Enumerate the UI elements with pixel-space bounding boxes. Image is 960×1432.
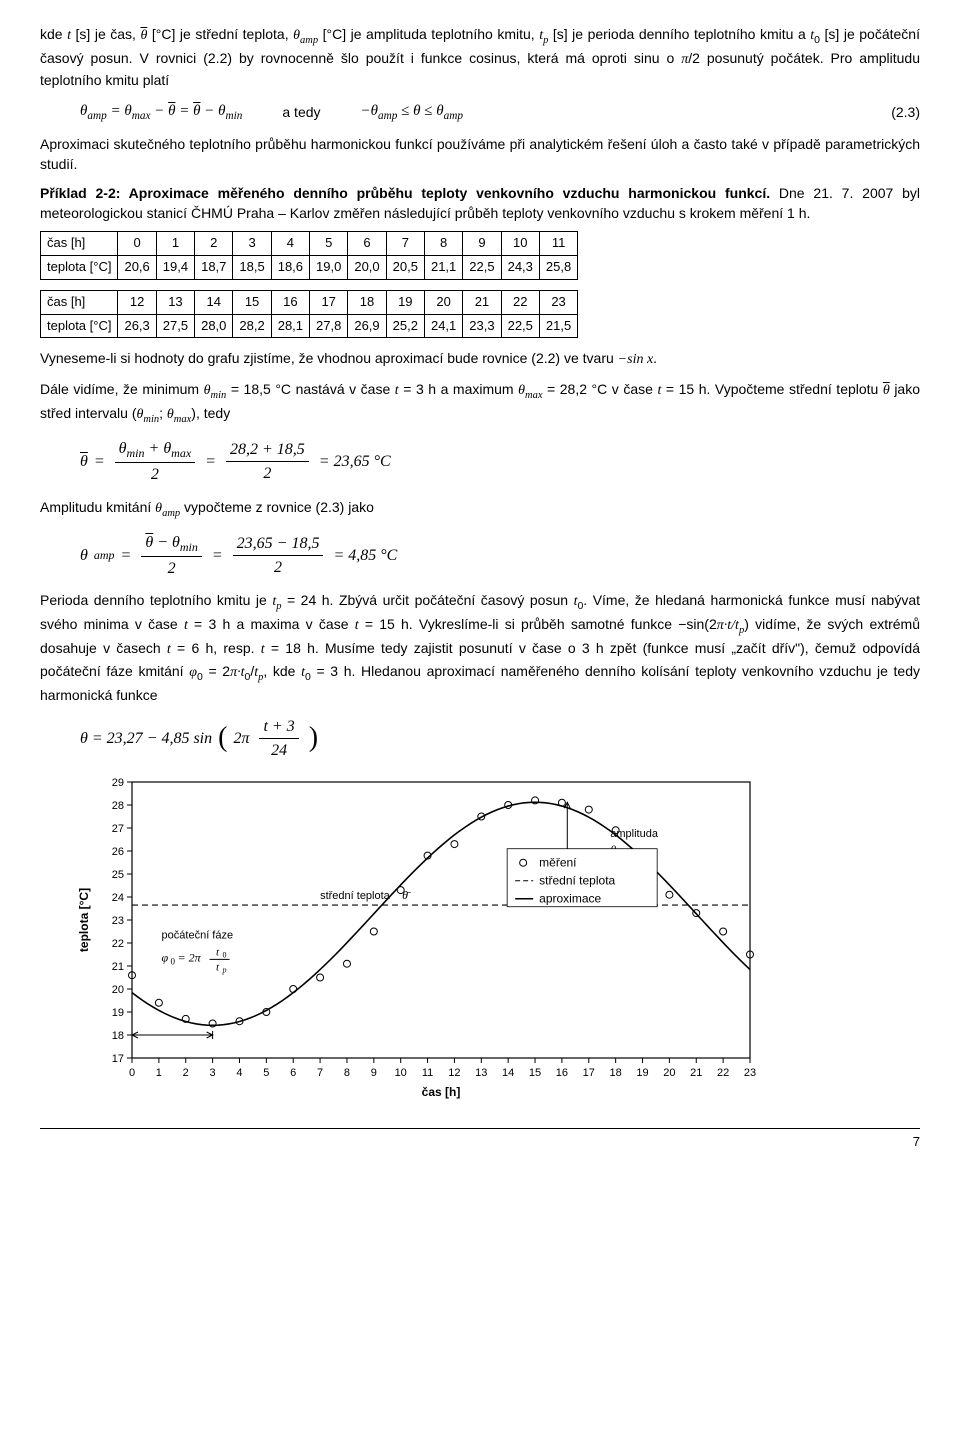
- svg-text:1: 1: [156, 1067, 162, 1079]
- svg-text:13: 13: [475, 1067, 487, 1079]
- svg-text:měření: měření: [539, 856, 577, 870]
- paragraph: Aproximaci skutečného teplotního průběhu…: [40, 134, 920, 175]
- svg-text:3: 3: [210, 1067, 216, 1079]
- svg-text:23: 23: [744, 1067, 756, 1079]
- table-header: teplota [°C]: [41, 314, 118, 338]
- svg-text:2: 2: [183, 1067, 189, 1079]
- svg-text:= 2π: = 2π: [178, 951, 202, 965]
- svg-text:18: 18: [112, 1030, 124, 1042]
- svg-text:φ: φ: [162, 951, 169, 965]
- svg-text:28: 28: [112, 800, 124, 812]
- svg-text:19: 19: [636, 1067, 648, 1079]
- svg-text:29: 29: [112, 777, 124, 789]
- svg-text:počáteční fáze: počáteční fáze: [162, 930, 234, 942]
- svg-text:čas [h]: čas [h]: [422, 1085, 461, 1099]
- svg-text:4: 4: [236, 1067, 242, 1079]
- svg-text:26: 26: [112, 846, 124, 858]
- svg-text:5: 5: [263, 1067, 269, 1079]
- svg-text:7: 7: [317, 1067, 323, 1079]
- svg-text:12: 12: [448, 1067, 460, 1079]
- svg-text:17: 17: [583, 1067, 595, 1079]
- table-header: čas [h]: [41, 290, 118, 314]
- example-heading: Příklad 2-2: Aproximace měřeného denního…: [40, 183, 920, 224]
- svg-text:amplituda: amplituda: [610, 829, 659, 841]
- equation-final: θ = 23,27 − 4,85 sin ( 2π t + 324 ): [80, 715, 920, 762]
- equation-number: (2.3): [891, 102, 920, 122]
- paragraph: Dále vidíme, že minimum θmin = 18,5 °C n…: [40, 379, 920, 427]
- equation-mean: θ = θmin + θmax2 = 28,2 + 18,52 = 23,65 …: [80, 437, 920, 487]
- svg-text:22: 22: [112, 938, 124, 950]
- paragraph: Perioda denního teplotního kmitu je tp =…: [40, 590, 920, 705]
- svg-text:22: 22: [717, 1067, 729, 1079]
- svg-text:0: 0: [129, 1067, 135, 1079]
- svg-text:0: 0: [223, 951, 227, 960]
- svg-text:p: p: [222, 966, 227, 975]
- svg-text:24: 24: [112, 892, 124, 904]
- svg-text:15: 15: [529, 1067, 541, 1079]
- svg-text:8: 8: [344, 1067, 350, 1079]
- equation-2-3: θamp = θmax − θ = θ − θmin a tedy −θamp …: [80, 101, 920, 124]
- svg-text:0: 0: [171, 957, 176, 967]
- svg-text:20: 20: [112, 984, 124, 996]
- data-table-1: čas [h] 01234567891011 teplota [°C] 20,6…: [40, 231, 578, 280]
- paragraph: Vyneseme-li si hodnoty do grafu zjistíme…: [40, 348, 920, 370]
- svg-text:aproximace: aproximace: [539, 892, 601, 906]
- svg-text:10: 10: [395, 1067, 407, 1079]
- svg-text:střední teplota: střední teplota: [320, 890, 391, 902]
- svg-text:16: 16: [556, 1067, 568, 1079]
- temperature-chart: 1718192021222324252627282901234567891011…: [70, 772, 920, 1107]
- svg-text:9: 9: [371, 1067, 377, 1079]
- svg-text:6: 6: [290, 1067, 296, 1079]
- svg-text:11: 11: [422, 1067, 433, 1079]
- svg-text:21: 21: [112, 961, 124, 973]
- equation-amp: θamp = θ − θmin2 = 23,65 − 18,52 = 4,85 …: [80, 531, 920, 581]
- svg-text:20: 20: [663, 1067, 675, 1079]
- paragraph: kde t [s] je čas, θ [°C] je střední tepl…: [40, 24, 920, 91]
- svg-text:17: 17: [112, 1053, 124, 1065]
- svg-text:21: 21: [690, 1067, 702, 1079]
- paragraph: Amplitudu kmitání θamp vypočteme z rovni…: [40, 497, 920, 521]
- svg-text:19: 19: [112, 1007, 124, 1019]
- svg-text:23: 23: [112, 915, 124, 927]
- page-footer: 7: [40, 1128, 920, 1152]
- table-header: čas [h]: [41, 232, 118, 256]
- svg-text:střední teplota: střední teplota: [539, 874, 615, 888]
- svg-text:25: 25: [112, 869, 124, 881]
- page-number: 7: [913, 1134, 920, 1149]
- svg-text:14: 14: [502, 1067, 514, 1079]
- svg-text:18: 18: [610, 1067, 622, 1079]
- svg-text:teplota [°C]: teplota [°C]: [77, 888, 91, 952]
- table-header: teplota [°C]: [41, 255, 118, 279]
- data-table-2: čas [h] 121314151617181920212223 teplota…: [40, 290, 578, 339]
- equation-connector: a tedy: [282, 102, 320, 122]
- svg-text:27: 27: [112, 823, 124, 835]
